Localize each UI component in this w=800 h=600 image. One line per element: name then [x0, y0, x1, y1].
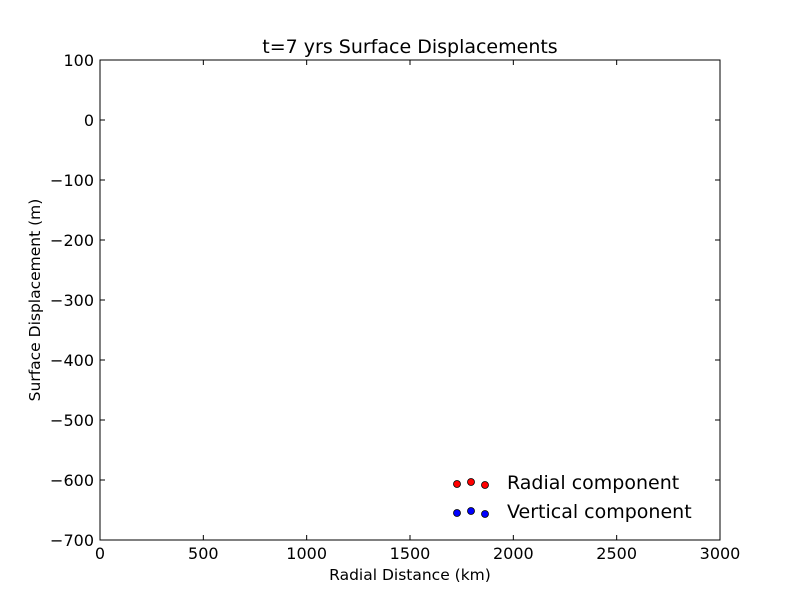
legend-marker: [481, 481, 489, 489]
legend-marker: [453, 480, 461, 488]
x-axis-label: Radial Distance (km): [329, 566, 491, 584]
legend-marker: [481, 510, 489, 518]
legend-label: Vertical component: [507, 501, 692, 523]
y-tick-label: −700: [50, 531, 94, 550]
y-axis-label: Surface Displacement (m): [26, 199, 44, 402]
legend-marker: [453, 509, 461, 517]
y-tick-label: 100: [63, 51, 94, 70]
legend-marker: [467, 478, 475, 486]
y-axis: 100 0 −100 −200 −300 −400 −500 −600 −700: [50, 51, 720, 550]
y-tick-label: −400: [50, 351, 94, 370]
y-tick-label: −500: [50, 411, 94, 430]
legend: Radial component Vertical component: [453, 472, 692, 523]
x-axis: 0 500 1000 1500 2000 2500 3000: [95, 60, 740, 563]
y-tick-label: 0: [84, 111, 94, 130]
x-tick-label: 3000: [700, 544, 741, 563]
x-tick-label: 500: [188, 544, 219, 563]
y-tick-label: −100: [50, 171, 94, 190]
x-tick-label: 2000: [493, 544, 534, 563]
y-tick-label: −200: [50, 231, 94, 250]
chart-title: t=7 yrs Surface Displacements: [262, 36, 557, 58]
legend-label: Radial component: [507, 472, 679, 494]
x-tick-label: 1500: [390, 544, 431, 563]
x-tick-label: 2500: [596, 544, 637, 563]
x-tick-label: 1000: [286, 544, 327, 563]
y-tick-label: −300: [50, 291, 94, 310]
x-tick-label: 0: [95, 544, 105, 563]
y-tick-label: −600: [50, 471, 94, 490]
legend-marker: [467, 507, 475, 515]
